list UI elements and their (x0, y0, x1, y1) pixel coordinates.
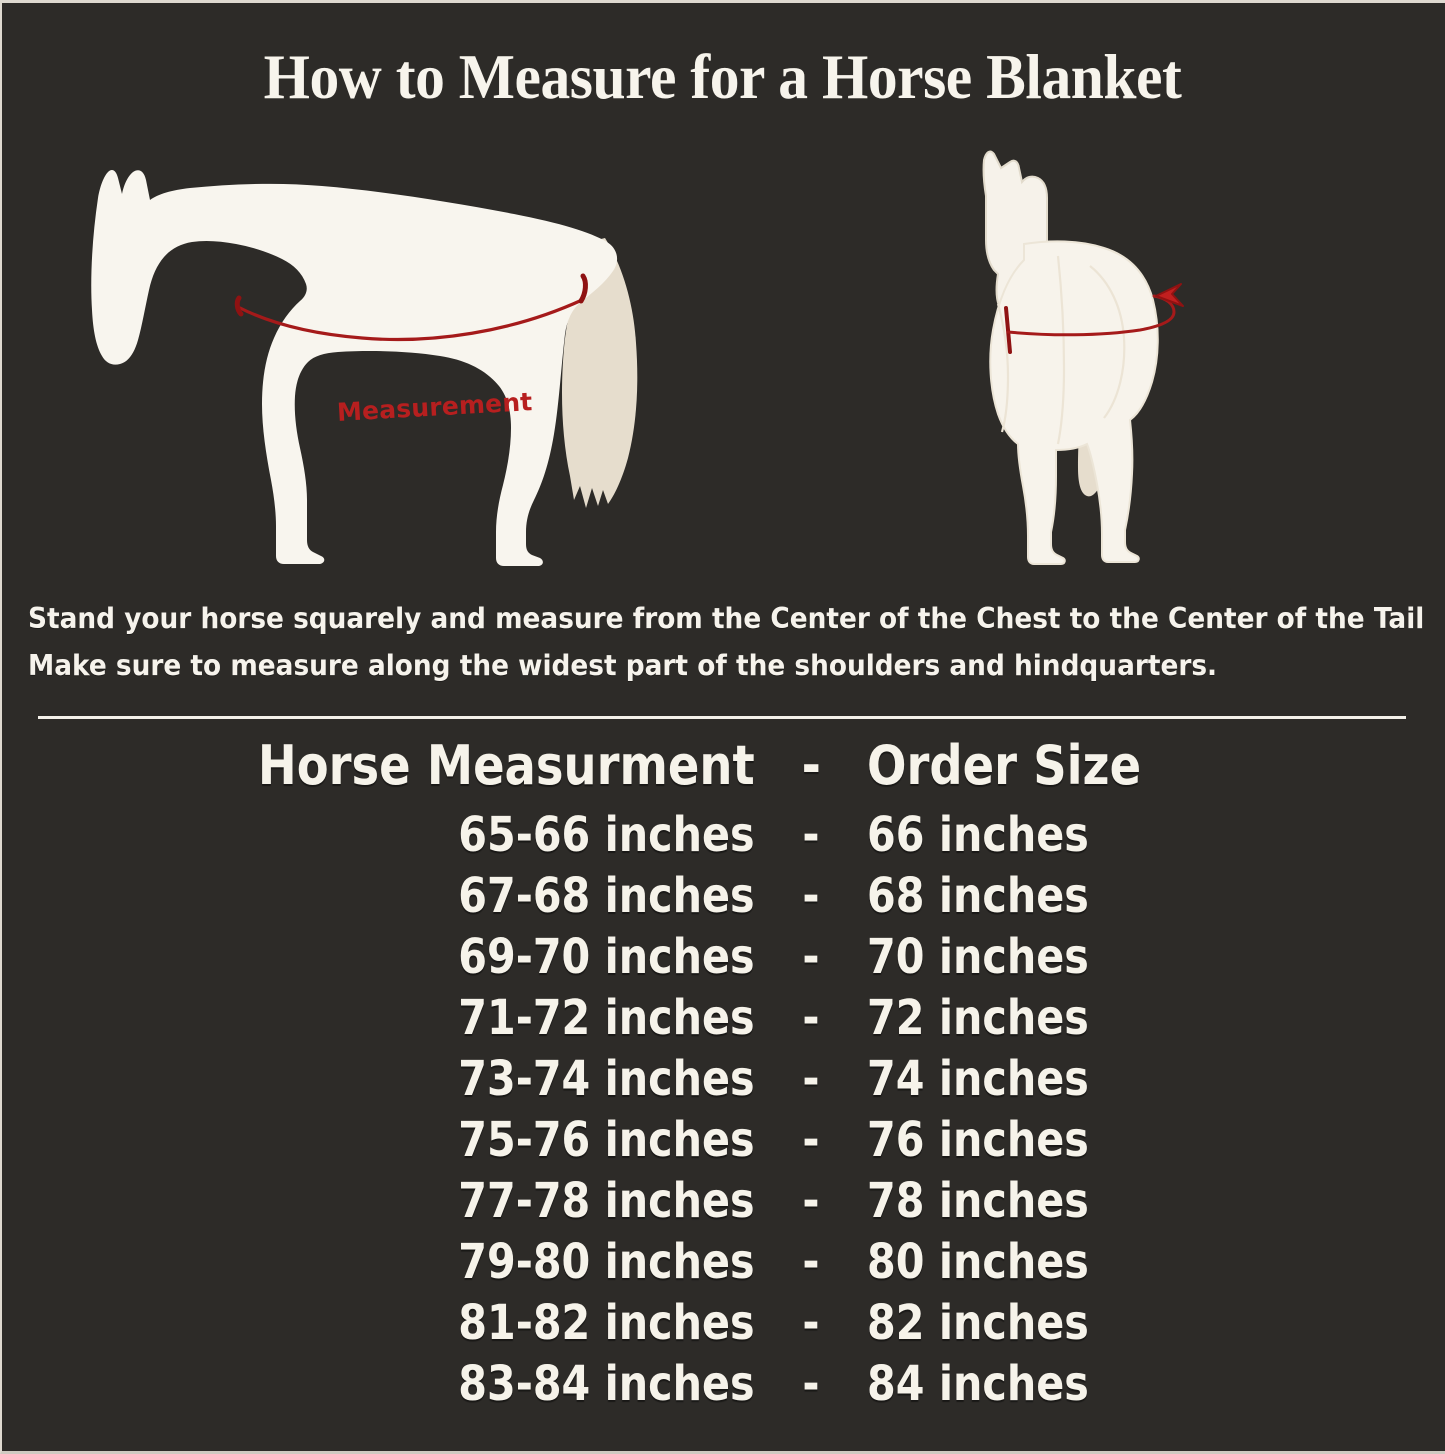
row-dash: - (802, 929, 820, 985)
row-cell-dash: - (755, 1356, 867, 1412)
horse-side-view (62, 128, 662, 583)
row-cell-order: 76 inches (867, 1112, 1287, 1168)
row-order-value: 70 inches (867, 929, 1089, 985)
table-row: 65-66 inches - 66 inches (0, 807, 1445, 868)
rear-measurement-line (1006, 294, 1176, 337)
row-measurement-value: 69-70 inches (458, 929, 755, 985)
row-measurement-value: 65-66 inches (458, 807, 755, 863)
header-cell-order: Order Size (867, 735, 1287, 797)
measurement-tick-rear (578, 273, 588, 304)
illustration-area: Measurement (0, 128, 1445, 578)
row-cell-order: 82 inches (867, 1295, 1287, 1351)
row-dash: - (802, 1173, 820, 1229)
row-cell-measurement: 73-74 inches (0, 1051, 755, 1107)
row-cell-dash: - (755, 1051, 867, 1107)
row-measurement-value: 81-82 inches (458, 1295, 755, 1351)
table-row: 77-78 inches - 78 inches (0, 1173, 1445, 1234)
row-dash: - (802, 1112, 820, 1168)
row-measurement-value: 75-76 inches (458, 1112, 755, 1168)
row-cell-dash: - (755, 868, 867, 924)
rear-measurement-arrowhead (1155, 283, 1184, 307)
table-header-row: Horse Measurment - Order Size (0, 735, 1445, 807)
row-cell-measurement: 83-84 inches (0, 1356, 755, 1412)
row-cell-order: 84 inches (867, 1356, 1287, 1412)
row-cell-dash: - (755, 1173, 867, 1229)
row-dash: - (802, 1234, 820, 1290)
row-dash: - (802, 1356, 820, 1412)
row-cell-dash: - (755, 929, 867, 985)
row-cell-measurement: 75-76 inches (0, 1112, 755, 1168)
row-dash: - (802, 990, 820, 1046)
row-cell-order: 72 inches (867, 990, 1287, 1046)
row-measurement-value: 73-74 inches (458, 1051, 755, 1107)
row-cell-order: 80 inches (867, 1234, 1287, 1290)
row-measurement-value: 77-78 inches (458, 1173, 755, 1229)
instructions-line-1: Stand your horse squarely and measure fr… (28, 602, 1425, 635)
row-order-value: 80 inches (867, 1234, 1089, 1290)
row-cell-measurement: 67-68 inches (0, 868, 755, 924)
row-measurement-value: 83-84 inches (458, 1356, 755, 1412)
rear-measurement-tick (1004, 306, 1012, 354)
rear-horse-body-shape (989, 240, 1159, 565)
row-cell-order: 70 inches (867, 929, 1287, 985)
table-row: 69-70 inches - 70 inches (0, 929, 1445, 990)
header-cell-dash: - (755, 735, 867, 797)
rear-horse-contour-center (1056, 255, 1066, 445)
row-measurement-value: 71-72 inches (458, 990, 755, 1046)
horse-tail-shape (562, 238, 638, 508)
row-order-value: 74 inches (867, 1051, 1089, 1107)
header-measurement-label: Horse Measurment (258, 734, 755, 797)
section-divider (38, 716, 1406, 719)
row-order-value: 84 inches (867, 1356, 1089, 1412)
instructions-block: Stand your horse squarely and measure fr… (28, 595, 1425, 689)
header-dash-label: - (801, 734, 821, 797)
header-cell-measurement: Horse Measurment (0, 735, 755, 797)
instructions-line-2: Make sure to measure along the widest pa… (28, 649, 1218, 682)
row-cell-dash: - (755, 1112, 867, 1168)
row-measurement-value: 79-80 inches (458, 1234, 755, 1290)
table-row: 75-76 inches - 76 inches (0, 1112, 1445, 1173)
row-order-value: 82 inches (867, 1295, 1089, 1351)
row-cell-measurement: 81-82 inches (0, 1295, 755, 1351)
table-row: 83-84 inches - 84 inches (0, 1356, 1445, 1417)
table-row: 73-74 inches - 74 inches (0, 1051, 1445, 1112)
row-dash: - (802, 807, 820, 863)
rear-horse-contour-hip (1089, 265, 1126, 419)
row-cell-measurement: 79-80 inches (0, 1234, 755, 1290)
page-title: How to Measure for a Horse Blanket (263, 41, 1182, 112)
rear-horse-contour-left (996, 303, 1010, 433)
table-row: 67-68 inches - 68 inches (0, 868, 1445, 929)
row-cell-measurement: 65-66 inches (0, 807, 755, 863)
row-dash: - (802, 868, 820, 924)
row-cell-dash: - (755, 990, 867, 1046)
row-order-value: 76 inches (867, 1112, 1089, 1168)
table-row: 81-82 inches - 82 inches (0, 1295, 1445, 1356)
horse-rear-view (940, 136, 1200, 571)
size-chart-table: Horse Measurment - Order Size 65-66 inch… (0, 735, 1445, 1417)
row-dash: - (802, 1295, 820, 1351)
row-cell-order: 74 inches (867, 1051, 1287, 1107)
row-order-value: 78 inches (867, 1173, 1089, 1229)
horse-body-shape (91, 170, 618, 566)
row-measurement-value: 67-68 inches (458, 868, 755, 924)
row-cell-dash: - (755, 807, 867, 863)
row-order-value: 66 inches (867, 807, 1089, 863)
row-order-value: 72 inches (867, 990, 1089, 1046)
row-cell-measurement: 71-72 inches (0, 990, 755, 1046)
row-cell-dash: - (755, 1234, 867, 1290)
measurement-tick-front (234, 295, 244, 317)
row-cell-measurement: 69-70 inches (0, 929, 755, 985)
row-cell-order: 78 inches (867, 1173, 1287, 1229)
row-cell-measurement: 77-78 inches (0, 1173, 755, 1229)
row-cell-dash: - (755, 1295, 867, 1351)
row-cell-order: 68 inches (867, 868, 1287, 924)
row-order-value: 68 inches (867, 868, 1089, 924)
table-row: 79-80 inches - 80 inches (0, 1234, 1445, 1295)
row-cell-order: 66 inches (867, 807, 1287, 863)
table-row: 71-72 inches - 72 inches (0, 990, 1445, 1051)
header-order-label: Order Size (867, 734, 1142, 797)
row-dash: - (802, 1051, 820, 1107)
measurement-curve (238, 298, 584, 342)
